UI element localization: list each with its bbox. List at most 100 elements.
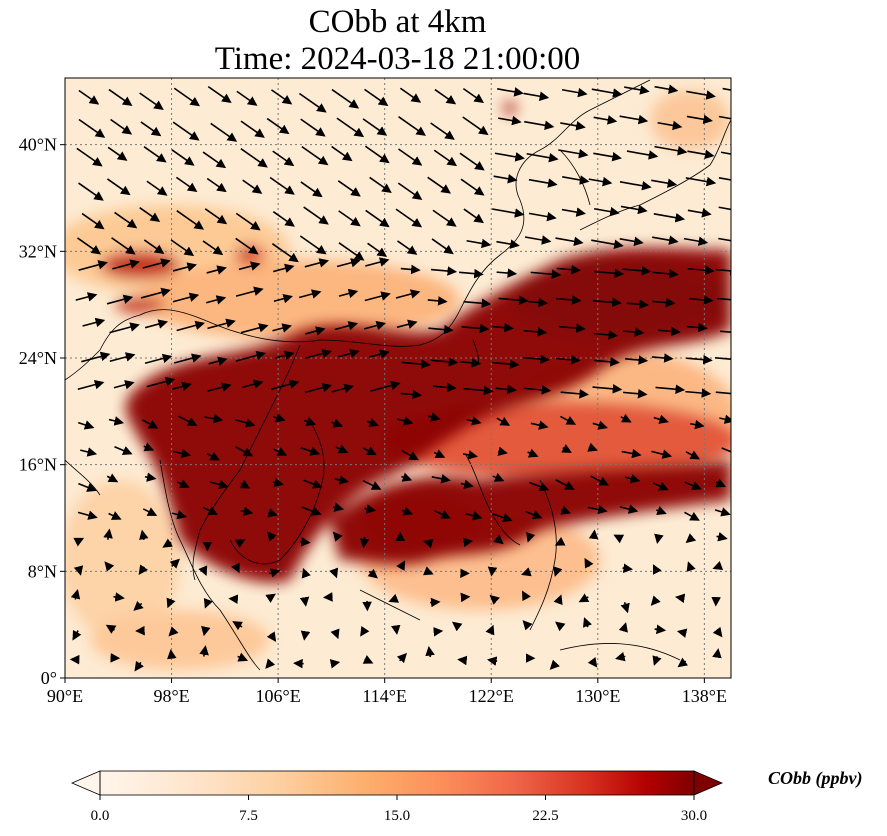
wind-arrow xyxy=(240,120,265,138)
wind-arrow xyxy=(331,88,360,109)
wind-arrow xyxy=(80,447,98,457)
wind-arrow xyxy=(719,414,731,424)
wind-arrow xyxy=(431,474,451,484)
wind-arrow xyxy=(459,358,482,368)
wind-arrow xyxy=(396,652,407,664)
wind-arrow xyxy=(555,479,575,490)
wind-arrow xyxy=(206,265,227,275)
wind-arrow xyxy=(715,391,731,395)
wind-arrow xyxy=(431,238,454,255)
colorbar-tick-label: 30.0 xyxy=(681,808,707,824)
wind-arrow xyxy=(491,208,525,218)
wind-arrow xyxy=(619,181,652,191)
wind-arrow xyxy=(304,258,330,268)
wind-arrow xyxy=(143,442,155,452)
wind-arrow xyxy=(400,389,423,400)
wind-arrow xyxy=(526,152,559,163)
wind-arrow xyxy=(591,88,623,98)
wind-arrow xyxy=(176,479,190,489)
wind-arrow xyxy=(712,648,722,659)
wind-arrow xyxy=(622,388,648,399)
wind-arrow xyxy=(273,263,295,273)
wind-arrow xyxy=(330,628,340,640)
wind-arrow xyxy=(272,323,292,333)
wind-arrow xyxy=(466,416,482,426)
colorbar-tick-label: 0.0 xyxy=(91,808,110,824)
wind-arrow xyxy=(460,592,471,603)
colorbar-title: CObb (ppbv) xyxy=(768,768,863,788)
wind-arrow xyxy=(650,595,661,606)
wind-arrow xyxy=(396,416,414,426)
wind-arrow xyxy=(485,624,495,636)
wind-arrow xyxy=(433,449,446,458)
lat-tick-label: 32°N xyxy=(19,241,57,261)
wind-arrow xyxy=(459,152,485,171)
wind-arrow xyxy=(461,323,490,334)
wind-arrow xyxy=(272,211,295,227)
wind-arrow xyxy=(303,416,317,427)
wind-arrow xyxy=(593,115,618,125)
wind-arrow xyxy=(686,322,708,333)
wind-arrow xyxy=(108,416,125,426)
wind-arrow xyxy=(362,655,374,664)
wind-arrow xyxy=(654,533,664,544)
wind-vectors xyxy=(69,84,731,672)
wind-arrow xyxy=(432,209,457,227)
wind-arrow xyxy=(300,630,311,641)
wind-arrow xyxy=(684,511,700,521)
wind-arrow xyxy=(235,286,264,297)
wind-arrow xyxy=(173,87,201,107)
wind-arrow xyxy=(492,472,505,482)
wind-arrow xyxy=(685,533,697,544)
wind-arrow xyxy=(238,261,261,271)
wind-arrow xyxy=(133,600,144,611)
wind-arrow xyxy=(364,291,391,302)
wind-arrow xyxy=(112,259,140,270)
wind-arrow xyxy=(360,625,370,637)
wind-arrow xyxy=(359,536,370,549)
wind-arrow xyxy=(718,115,731,120)
map-title: CObb at 4km xyxy=(308,4,487,40)
wind-arrow xyxy=(142,507,158,516)
wind-arrow xyxy=(620,413,632,423)
wind-arrow xyxy=(522,354,550,364)
wind-arrow xyxy=(712,561,724,571)
wind-arrow xyxy=(390,624,401,635)
wind-arrow xyxy=(272,413,286,423)
wind-arrow xyxy=(497,446,508,456)
wind-arrow xyxy=(685,388,712,398)
wind-arrow xyxy=(172,121,200,141)
wind-arrow xyxy=(466,238,492,249)
wind-arrow xyxy=(425,646,435,658)
wind-arrow xyxy=(619,114,649,125)
colorbar-tick-label: 22.5 xyxy=(532,808,558,824)
wind-arrow xyxy=(718,206,731,211)
wind-arrow xyxy=(113,380,135,390)
wind-arrow xyxy=(207,85,232,104)
wind-arrow xyxy=(592,384,623,394)
wind-arrow xyxy=(176,210,205,230)
wind-arrow xyxy=(430,597,441,608)
wind-arrow xyxy=(388,593,400,603)
wind-arrow xyxy=(240,506,254,517)
wind-arrow xyxy=(336,258,361,268)
wind-arrow xyxy=(210,122,238,142)
wind-arrow xyxy=(397,240,418,255)
wind-arrow xyxy=(300,537,311,547)
wind-arrow xyxy=(625,355,649,365)
wind-arrow xyxy=(331,145,353,162)
wind-arrow xyxy=(652,235,679,245)
wind-arrow xyxy=(620,204,648,215)
wind-arrow xyxy=(560,121,586,131)
lon-tick-label: 138°E xyxy=(682,686,727,706)
wind-arrow xyxy=(587,657,598,668)
wind-arrow xyxy=(299,235,327,255)
wind-arrow xyxy=(524,235,552,245)
wind-arrow xyxy=(81,212,105,230)
wind-arrow xyxy=(587,442,598,452)
wind-arrow xyxy=(143,239,165,255)
wind-arrow xyxy=(523,91,550,101)
wind-arrow xyxy=(422,538,434,549)
wind-arrow xyxy=(329,659,341,669)
wind-arrow xyxy=(203,597,213,609)
